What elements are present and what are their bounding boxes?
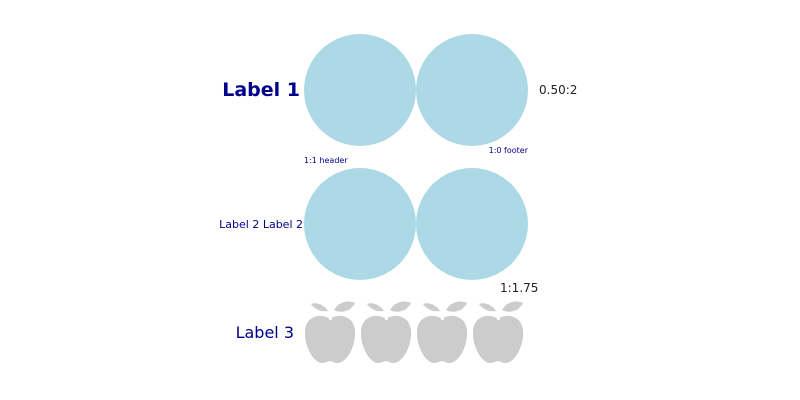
row-1-ratio: 0.50:2 xyxy=(539,83,578,97)
apple-icon xyxy=(302,299,358,365)
circle-icon xyxy=(304,34,416,146)
circle-icon xyxy=(416,34,528,146)
circle-icon xyxy=(304,168,416,280)
apple-icon xyxy=(358,299,414,365)
row-2-label: Label 2 Label 2 xyxy=(219,218,303,231)
header-note: 1:1 header xyxy=(304,156,348,165)
row-1-label: Label 1 xyxy=(222,79,300,101)
row-2-ratio: 1:1.75 xyxy=(500,281,539,295)
footer-note: 1:0 footer xyxy=(488,146,528,155)
apple-icon xyxy=(470,299,526,365)
circle-icon xyxy=(416,168,528,280)
row-3-label: Label 3 xyxy=(235,323,294,342)
apple-icon xyxy=(414,299,470,365)
